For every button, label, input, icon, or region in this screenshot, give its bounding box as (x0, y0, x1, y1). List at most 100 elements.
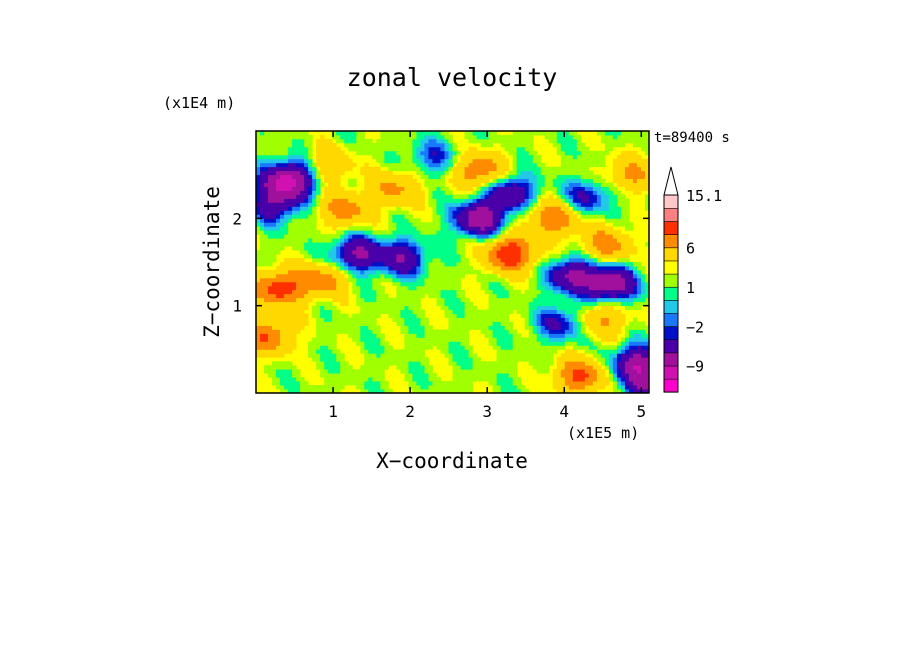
field-cell (580, 174, 586, 180)
field-cell (260, 246, 265, 251)
field-cell (304, 150, 309, 156)
field-cell (636, 289, 642, 295)
field-cell (524, 150, 530, 156)
field-cell (632, 269, 638, 275)
field-cell (296, 234, 301, 239)
field-cell (616, 329, 622, 334)
field-cell (536, 178, 542, 184)
field-cell (604, 238, 610, 243)
field-cell (300, 269, 305, 275)
field-cell (440, 277, 445, 283)
field-cell (404, 293, 409, 299)
field-cell (288, 194, 293, 199)
field-cell (412, 234, 417, 239)
field-cell (304, 385, 309, 390)
field-cell (640, 265, 646, 271)
field-cell (604, 246, 610, 251)
field-cell (504, 317, 510, 322)
field-cell (604, 361, 610, 366)
field-cell (416, 285, 421, 291)
field-cell (328, 373, 333, 378)
field-cell (620, 262, 626, 267)
field-cell (644, 389, 649, 393)
field-cell (456, 385, 461, 390)
field-cell (456, 305, 461, 311)
field-cell (260, 250, 265, 255)
field-cell (400, 321, 405, 326)
field-cell (536, 305, 542, 311)
field-cell (272, 373, 277, 378)
field-cell (468, 369, 473, 374)
field-cell (576, 150, 582, 156)
field-cell (604, 345, 610, 350)
field-cell (564, 273, 570, 279)
field-cell (484, 333, 489, 338)
field-cell (364, 297, 369, 303)
field-cell (272, 174, 277, 180)
field-cell (528, 345, 534, 350)
field-cell (544, 301, 550, 307)
field-cell (604, 305, 610, 311)
field-cell (588, 361, 594, 366)
field-cell (496, 230, 502, 235)
field-cell (636, 329, 642, 334)
field-cell (324, 281, 329, 287)
field-cell (504, 190, 510, 195)
field-cell (564, 329, 570, 334)
field-cell (528, 174, 534, 180)
field-cell (544, 317, 550, 322)
field-cell (408, 202, 413, 207)
field-cell (436, 242, 441, 247)
field-cell (628, 281, 634, 287)
field-cell (428, 186, 433, 191)
field-cell (336, 373, 341, 378)
field-cell (324, 337, 329, 342)
field-cell (560, 162, 566, 168)
field-cell (392, 230, 397, 235)
field-cell (496, 329, 502, 334)
field-cell (376, 349, 381, 354)
field-cell (280, 226, 285, 231)
field-cell (260, 345, 265, 350)
field-cell (500, 262, 506, 267)
field-cell (348, 273, 353, 279)
field-cell (524, 341, 530, 346)
field-cell (288, 182, 293, 187)
field-cell (316, 190, 321, 195)
field-cell (380, 353, 385, 358)
field-cell (512, 289, 518, 295)
field-cell (332, 273, 337, 279)
field-cell (516, 178, 522, 184)
field-cell (448, 210, 453, 215)
field-cell (348, 210, 353, 215)
field-cell (612, 170, 618, 176)
field-cell (320, 325, 325, 330)
field-cell (468, 218, 473, 223)
field-cell (624, 281, 630, 287)
field-cell (592, 369, 598, 374)
field-cell (640, 289, 646, 295)
field-cell (412, 377, 417, 382)
field-cell (628, 333, 634, 338)
field-cell (568, 210, 574, 215)
field-cell (436, 289, 441, 295)
field-cell (288, 198, 293, 203)
field-cell (444, 170, 449, 176)
field-cell (492, 389, 498, 393)
field-cell (536, 293, 542, 299)
field-cell (284, 337, 289, 342)
field-cell (380, 337, 385, 342)
field-cell (532, 222, 538, 227)
field-cell (296, 246, 301, 251)
field-cell (576, 333, 582, 338)
field-cell (556, 262, 562, 267)
field-cell (432, 329, 437, 334)
field-cell (544, 230, 550, 235)
field-cell (588, 226, 594, 231)
field-cell (388, 162, 393, 168)
field-cell (288, 361, 293, 366)
field-cell (276, 281, 281, 287)
field-cell (380, 174, 385, 180)
field-cell (276, 329, 281, 334)
field-cell (428, 226, 433, 231)
